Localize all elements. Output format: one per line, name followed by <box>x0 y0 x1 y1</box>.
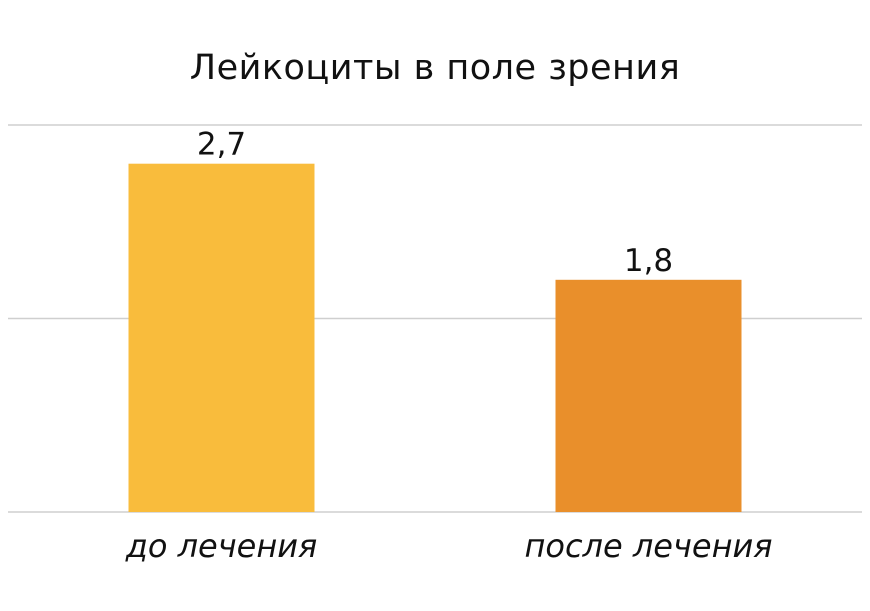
category-label-1: до лечения <box>125 527 318 565</box>
data-label-2: 1,8 <box>624 243 673 279</box>
bar-1 <box>128 163 315 512</box>
category-label-2: после лечения <box>524 527 772 565</box>
data-label-1: 2,7 <box>197 127 246 163</box>
chart-title: Лейкоциты в поле зрения <box>189 48 681 88</box>
bar-2 <box>555 279 742 512</box>
